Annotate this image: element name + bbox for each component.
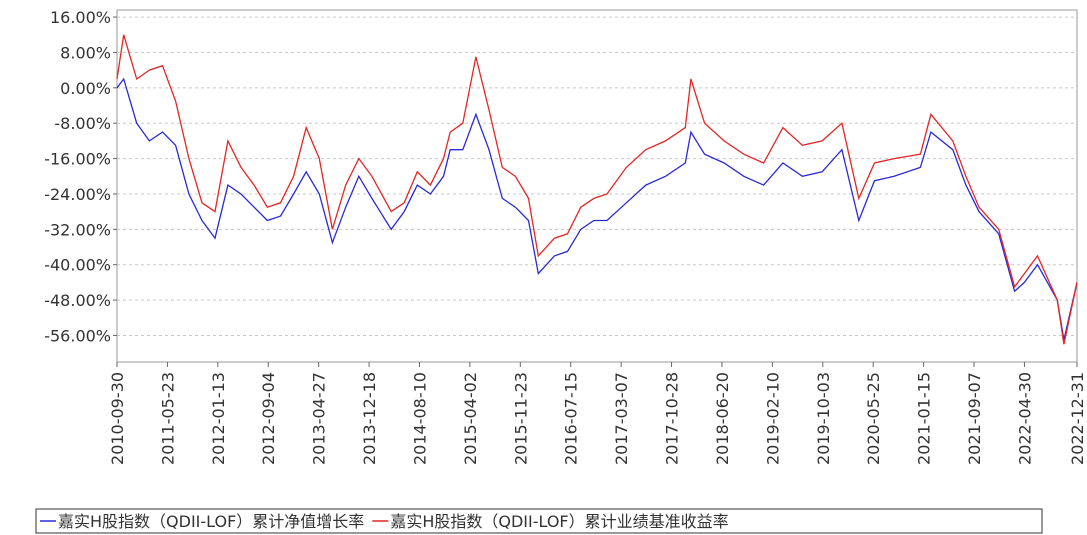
x-tick-label: 2021-01-15 <box>915 372 934 465</box>
plot-frame <box>116 9 1078 363</box>
x-tick-label: 2013-04-27 <box>310 372 329 465</box>
x-tick-label: 2017-03-07 <box>612 372 631 465</box>
x-tick-label: 2013-12-18 <box>360 372 379 465</box>
y-tick-label: -56.00% <box>44 326 111 345</box>
x-tick-label: 2018-06-20 <box>713 372 732 465</box>
y-tick-label: -32.00% <box>44 220 111 239</box>
x-tick-label: 2020-05-25 <box>864 372 883 465</box>
legend-label: 嘉实H股指数（QDII-LOF）累计业绩基准收益率 <box>390 512 728 531</box>
y-tick-label: -16.00% <box>44 150 111 169</box>
x-tick-label: 2019-10-03 <box>814 372 833 465</box>
x-tick-label: 2019-02-10 <box>763 372 782 465</box>
x-tick-label: 2012-09-04 <box>259 372 278 465</box>
x-tick-label: 2022-04-30 <box>1015 372 1034 465</box>
y-tick-label: 0.00% <box>60 79 111 98</box>
x-tick-label: 2010-09-30 <box>108 372 127 465</box>
x-tick-label: 2015-11-23 <box>511 372 530 465</box>
series-line <box>116 34 1078 345</box>
legend-box <box>35 508 1043 534</box>
x-tick-label: 2012-01-13 <box>209 372 228 465</box>
x-tick-label: 2022-12-31 <box>1068 372 1087 465</box>
y-tick-label: -48.00% <box>44 291 111 310</box>
legend-label: 嘉实H股指数（QDII-LOF）累计净值增长率 <box>58 512 364 531</box>
y-tick-label: -40.00% <box>44 256 111 275</box>
x-tick-label: 2011-05-23 <box>158 372 177 465</box>
y-tick-label: 16.00% <box>50 8 111 27</box>
y-tick-label: -8.00% <box>54 114 111 133</box>
x-tick-label: 2014-08-10 <box>410 372 429 465</box>
x-tick-label: 2015-04-02 <box>461 372 480 465</box>
x-tick-label: 2017-10-28 <box>663 372 682 465</box>
x-tick-label: 2016-07-15 <box>562 372 581 465</box>
series-line <box>116 77 1078 341</box>
y-tick-label: -24.00% <box>44 185 111 204</box>
y-tick-label: 8.00% <box>60 43 111 62</box>
x-tick-label: 2021-09-07 <box>965 372 984 465</box>
